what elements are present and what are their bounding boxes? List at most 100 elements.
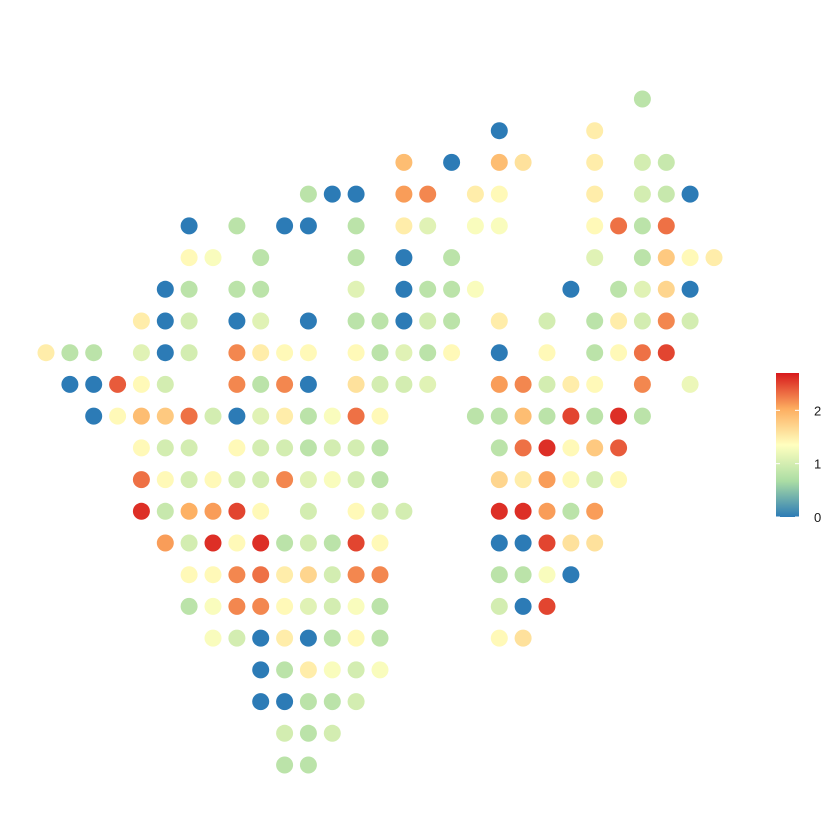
data-point [347, 439, 365, 457]
data-point [371, 344, 389, 362]
data-point [252, 407, 270, 425]
data-point [347, 217, 365, 235]
data-point [443, 344, 461, 362]
data-point [252, 629, 270, 647]
data-point [538, 597, 556, 615]
data-point [586, 249, 604, 267]
data-point [228, 280, 246, 298]
data-point [490, 217, 508, 235]
data-point [371, 566, 389, 584]
data-point [490, 375, 508, 393]
data-point [586, 312, 604, 330]
data-point [252, 249, 270, 267]
data-point [681, 312, 699, 330]
data-point [443, 153, 461, 171]
data-point [276, 375, 294, 393]
data-point [85, 407, 103, 425]
data-point [85, 344, 103, 362]
data-point [538, 312, 556, 330]
data-point [156, 502, 174, 520]
data-point [323, 693, 341, 711]
data-point [514, 597, 532, 615]
data-point [657, 312, 675, 330]
data-point [276, 439, 294, 457]
legend-colorbar [776, 373, 799, 517]
data-point [395, 249, 413, 267]
data-point [252, 471, 270, 489]
data-point [419, 217, 437, 235]
data-point [228, 534, 246, 552]
data-point [562, 534, 580, 552]
data-point [538, 439, 556, 457]
data-point [323, 407, 341, 425]
data-point [562, 407, 580, 425]
data-point [299, 756, 317, 774]
points-layer [37, 90, 723, 774]
data-point [252, 566, 270, 584]
data-point [371, 502, 389, 520]
data-point [514, 534, 532, 552]
data-point [514, 629, 532, 647]
data-point [657, 344, 675, 362]
data-point [299, 534, 317, 552]
data-point [180, 312, 198, 330]
data-point [323, 471, 341, 489]
data-point [347, 280, 365, 298]
data-point [252, 693, 270, 711]
data-point [347, 407, 365, 425]
data-point [562, 502, 580, 520]
data-point [490, 344, 508, 362]
data-point [371, 312, 389, 330]
data-point [228, 344, 246, 362]
data-point [371, 661, 389, 679]
data-point [156, 344, 174, 362]
data-point [109, 407, 127, 425]
data-point [347, 629, 365, 647]
data-point [419, 375, 437, 393]
data-point [299, 661, 317, 679]
data-point [323, 439, 341, 457]
data-point [466, 217, 484, 235]
data-point [180, 217, 198, 235]
data-point [132, 375, 150, 393]
data-point [323, 661, 341, 679]
data-point [228, 407, 246, 425]
data-point [538, 566, 556, 584]
legend-ticks: 0 1 2 [776, 403, 821, 525]
data-point [347, 375, 365, 393]
data-point [299, 471, 317, 489]
data-point [276, 344, 294, 362]
data-point [156, 280, 174, 298]
data-point [299, 312, 317, 330]
data-point [633, 312, 651, 330]
data-point [347, 249, 365, 267]
data-point [681, 185, 699, 203]
data-point [276, 693, 294, 711]
data-point [633, 153, 651, 171]
data-point [347, 534, 365, 552]
data-point [252, 280, 270, 298]
data-point [562, 566, 580, 584]
data-point [443, 312, 461, 330]
data-point [395, 502, 413, 520]
legend-tick-label: 0 [814, 510, 821, 525]
data-point [562, 280, 580, 298]
data-point [490, 471, 508, 489]
data-point [347, 312, 365, 330]
data-point [514, 407, 532, 425]
data-point [276, 629, 294, 647]
data-point [180, 439, 198, 457]
data-point [586, 471, 604, 489]
data-point [490, 629, 508, 647]
data-point [657, 280, 675, 298]
data-point [586, 344, 604, 362]
data-point [323, 597, 341, 615]
data-point [156, 407, 174, 425]
data-point [395, 280, 413, 298]
data-point [371, 597, 389, 615]
data-point [633, 375, 651, 393]
data-point [514, 502, 532, 520]
color-legend: 0 1 2 [776, 373, 821, 525]
data-point [490, 597, 508, 615]
data-point [347, 185, 365, 203]
